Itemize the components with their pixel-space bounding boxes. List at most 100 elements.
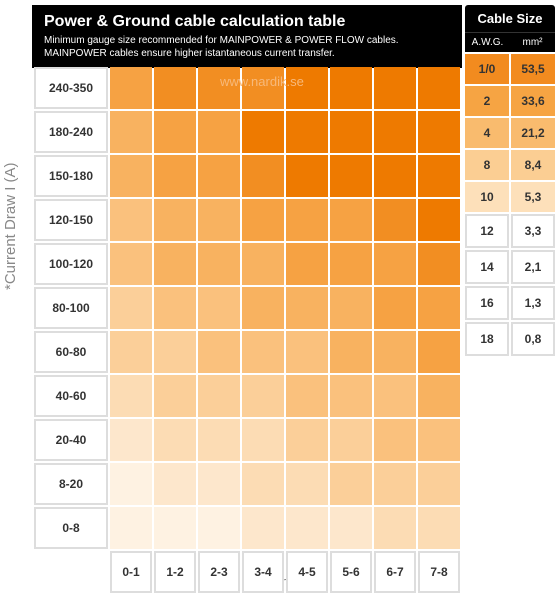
heatmap-col-label: 0-1	[110, 551, 152, 593]
heatmap-row: 240-350	[34, 67, 460, 109]
heatmap-col-label: 1-2	[154, 551, 196, 593]
heatmap-cell	[242, 463, 284, 505]
heatmap-cell	[242, 287, 284, 329]
heatmap-cell	[110, 111, 152, 153]
heatmap-cell	[286, 67, 328, 109]
cable-size-row: 88,4	[465, 150, 555, 180]
heatmap-cell	[418, 111, 460, 153]
heatmap-cell	[418, 199, 460, 241]
heatmap-cell	[110, 199, 152, 241]
cable-size-mm2-cell: 0,8	[511, 322, 555, 356]
heatmap-row: 0-8	[34, 507, 460, 549]
heatmap-cell	[110, 507, 152, 549]
heatmap-row-label: 180-240	[34, 111, 108, 153]
heatmap-row: 150-180	[34, 155, 460, 197]
cable-size-row: 105,3	[465, 182, 555, 212]
heatmap-cell	[330, 463, 372, 505]
heatmap-cell	[154, 331, 196, 373]
heatmap-cell	[242, 155, 284, 197]
heatmap-cell	[286, 331, 328, 373]
heatmap-col-label: 5-6	[330, 551, 372, 593]
heatmap-cell	[374, 419, 416, 461]
heatmap-cell	[418, 419, 460, 461]
heatmap-cell	[286, 463, 328, 505]
heatmap-row-label: 150-180	[34, 155, 108, 197]
cable-size-awg-cell: 8	[465, 150, 509, 180]
heatmap-cell	[418, 507, 460, 549]
cable-size-row: 180,8	[465, 322, 555, 356]
heatmap-cell	[330, 419, 372, 461]
heatmap-cell	[286, 419, 328, 461]
cable-size-title: Cable Size	[465, 5, 555, 32]
heatmap-cell	[154, 419, 196, 461]
cable-size-row: 161,3	[465, 286, 555, 320]
heatmap-cell	[198, 463, 240, 505]
heatmap-cell	[242, 67, 284, 109]
heatmap-cell	[418, 287, 460, 329]
heatmap-cell	[110, 155, 152, 197]
heatmap-cell	[330, 155, 372, 197]
cable-size-awg-cell: 2	[465, 86, 509, 116]
cable-size-awg-cell: 18	[465, 322, 509, 356]
cable-size-col-mm2: mm²	[510, 32, 555, 52]
heatmap-cell	[242, 331, 284, 373]
heatmap-cell	[418, 331, 460, 373]
cable-size-awg-cell: 4	[465, 118, 509, 148]
heatmap-cell	[198, 199, 240, 241]
heatmap-col-label: 3-4	[242, 551, 284, 593]
heatmap-cell	[374, 375, 416, 417]
heatmap-row-label: 40-60	[34, 375, 108, 417]
cable-size-awg-cell: 1/0	[465, 54, 509, 84]
heatmap-col-header-row: 0-11-22-33-44-55-66-77-8	[34, 551, 460, 593]
heatmap-cell	[110, 243, 152, 285]
cable-size-mm2-cell: 5,3	[511, 182, 555, 212]
heatmap-col-label: 4-5	[286, 551, 328, 593]
heatmap-row-label: 120-150	[34, 199, 108, 241]
heatmap-cell	[198, 375, 240, 417]
heatmap-cell	[242, 111, 284, 153]
heatmap-cell	[154, 67, 196, 109]
heatmap-cell	[154, 287, 196, 329]
heatmap-cell	[374, 111, 416, 153]
heatmap-cell	[330, 331, 372, 373]
heatmap-cell	[110, 419, 152, 461]
heatmap-row: 20-40	[34, 419, 460, 461]
heatmap-cell	[374, 331, 416, 373]
heatmap-cell	[154, 463, 196, 505]
heatmap-cell	[198, 155, 240, 197]
heatmap-cell	[286, 287, 328, 329]
heatmap-cell	[110, 331, 152, 373]
cable-size-mm2-cell: 21,2	[511, 118, 555, 148]
heatmap-cell	[198, 331, 240, 373]
heatmap-row: 60-80	[34, 331, 460, 373]
heatmap-cell	[330, 243, 372, 285]
cable-size-awg-cell: 16	[465, 286, 509, 320]
heatmap-col-label: 7-8	[418, 551, 460, 593]
heatmap-cell	[198, 287, 240, 329]
cable-size-awg-cell: 14	[465, 250, 509, 284]
y-axis-label: *Current Draw I (A)	[2, 162, 19, 290]
heatmap-blank-corner	[34, 551, 108, 593]
cable-size-col-awg: A.W.G.	[465, 32, 510, 52]
heatmap-cell	[418, 463, 460, 505]
heatmap-row: 8-20	[34, 463, 460, 505]
heatmap-col-label: 2-3	[198, 551, 240, 593]
heatmap-cell	[242, 199, 284, 241]
cable-size-row: 123,3	[465, 214, 555, 248]
heatmap-cell	[198, 243, 240, 285]
heatmap-cell	[286, 507, 328, 549]
cable-size-mm2-cell: 53,5	[511, 54, 555, 84]
heatmap-cell	[286, 243, 328, 285]
heatmap-col-label: 6-7	[374, 551, 416, 593]
heatmap-cell	[198, 507, 240, 549]
heatmap-cell	[154, 111, 196, 153]
heatmap-cell	[374, 199, 416, 241]
heatmap-cell	[418, 243, 460, 285]
heatmap-row: 180-240	[34, 111, 460, 153]
heatmap-cell	[198, 111, 240, 153]
heatmap-row-label: 8-20	[34, 463, 108, 505]
header-panel: Power & Ground cable calculation table M…	[32, 5, 462, 68]
heatmap-cell	[286, 111, 328, 153]
heatmap-cell	[154, 155, 196, 197]
heatmap-cell	[330, 111, 372, 153]
